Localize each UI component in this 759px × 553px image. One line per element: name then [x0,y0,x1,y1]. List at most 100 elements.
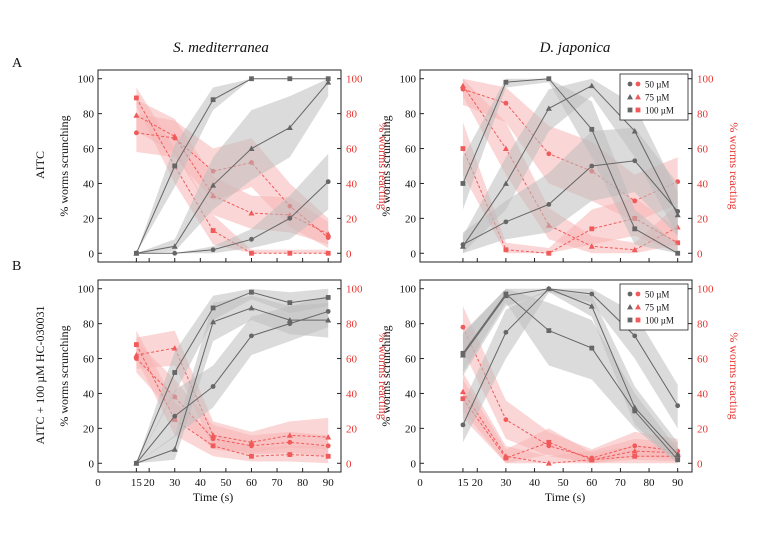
ytick-label-left: 60 [83,144,95,156]
scrunching-point [632,226,638,232]
scrunching-point [172,163,178,169]
scrunching-line-0 [136,181,329,254]
axes-frame [419,69,693,263]
legend-marker-react [635,81,641,87]
ytick-label-left: 0 [89,458,95,470]
scrunching-point [287,300,293,306]
ytick-label-left: 40 [83,388,95,400]
reacting-point [286,432,293,438]
reacting-point [502,145,509,151]
axes-frame [97,69,342,263]
reacting-point [460,396,466,402]
ytick-label-right: 60 [346,144,358,156]
scrunching-band-0 [462,127,678,254]
scrunching-point [588,303,595,309]
scrunching-point [210,318,217,325]
reacting-point [631,448,638,454]
scrunching-band-1 [462,78,678,254]
scrunching-point [459,243,466,249]
scrunching-point [546,328,552,334]
ytick-label-left: 20 [83,423,95,435]
reacting-line-1 [462,391,678,464]
legend-label: 50 µM [645,290,669,300]
ytick-label-left: 80 [405,109,417,121]
ytick-label-right: 20 [346,213,358,225]
ytick-label-right: 20 [697,423,709,435]
ytick-label-right: 60 [697,354,709,366]
scrunching-point [632,158,638,164]
scrunching-point [249,236,254,242]
reacting-point [460,324,466,330]
xlabel-left: Time (s) [193,490,234,504]
reacting-point [503,247,509,253]
xtick-label: 90 [323,477,335,489]
reacting-point [133,95,139,101]
xtick-label: 0 [95,477,101,489]
ytick-label-right: 100 [346,74,363,86]
scrunching-band-2 [136,288,329,464]
scrunching-point [172,250,178,256]
reacting-point [631,246,638,253]
ytick-label-left: 0 [411,458,417,470]
xtick-label: 60 [246,477,258,489]
scrunching-point [210,247,216,253]
reacting-point [632,453,638,459]
reacting-point [325,231,332,237]
scrunching-line-1 [136,307,329,464]
xtick-label: 20 [144,477,156,489]
scrunching-point [675,250,681,256]
xtick-label: 50 [558,477,570,489]
ytick-label-left: 40 [83,178,95,190]
row-letter-a: A [12,56,23,71]
reacting-point [325,443,331,449]
scrunching-point [460,350,466,356]
scrunching-point [133,250,139,256]
ytick-label-right: 0 [346,248,352,260]
reacting-point [459,388,466,395]
ytick-label-left: 20 [405,213,417,225]
ylabel-right: % worms reacting [376,122,390,209]
reacting-point [133,130,139,136]
xtick-label: 70 [272,477,284,489]
scrunching-point [502,180,509,186]
legend-marker-react [635,291,641,297]
scrunching-point [675,457,681,463]
legend-marker-scrunch [627,81,633,87]
scrunching-point [171,243,178,249]
scrunching-point [325,317,332,323]
scrunching-line-0 [462,160,679,245]
scrunching-point [210,97,216,103]
reacting-point [171,345,178,351]
ytick-label-right: 100 [697,74,714,86]
reacting-point [248,439,255,445]
scrunching-point [674,211,681,218]
scrunching-line-2 [135,291,329,464]
scrunching-band-1 [136,295,329,464]
scrunching-point [545,105,552,111]
reacting-point [248,210,255,216]
ylabel-left: % worms scrunching [379,115,393,216]
reacting-band-2 [462,379,678,464]
scrunching-point [503,291,509,297]
legend-label: 100 µM [645,316,674,326]
reacting-point [503,417,509,423]
legend-label: 100 µM [645,106,674,116]
scrunching-point [325,309,331,314]
ytick-label-right: 80 [346,319,358,331]
scrunching-band-2 [462,78,678,254]
scrunching-point [503,329,509,335]
ylabel-right: % worms reacting [727,122,741,209]
reacting-line-1 [462,85,678,251]
ytick-label-left: 20 [83,213,95,225]
scrunching-point [325,179,331,185]
scrunching-line-1 [462,288,679,455]
ytick-label-left: 20 [405,423,417,435]
reacting-band-0 [462,306,678,464]
scrunching-point [172,370,178,375]
reacting-point [546,439,552,445]
reacting-point [503,100,509,106]
ylabel-left: % worms scrunching [379,325,393,426]
col-title-djaponica: D. japonica [539,40,611,56]
scrunching-point [546,202,552,207]
